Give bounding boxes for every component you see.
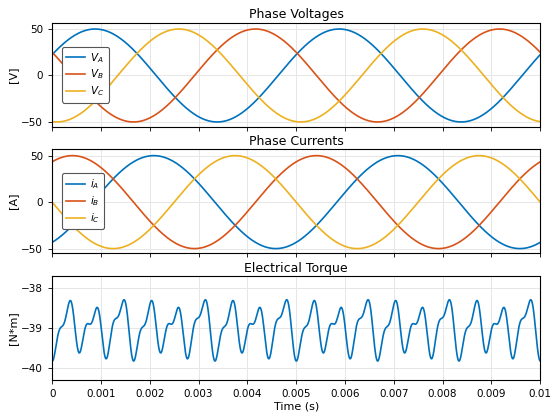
X-axis label: Time (s): Time (s): [273, 402, 319, 412]
Legend: $V_A$, $V_B$, $V_C$: $V_A$, $V_B$, $V_C$: [62, 47, 109, 102]
Title: Phase Voltages: Phase Voltages: [249, 8, 344, 21]
Y-axis label: [V]: [V]: [8, 66, 18, 83]
Legend: $i_A$, $i_B$, $i_C$: $i_A$, $i_B$, $i_C$: [62, 173, 104, 229]
Y-axis label: [A]: [A]: [8, 193, 18, 210]
Title: Electrical Torque: Electrical Torque: [244, 262, 348, 275]
Y-axis label: [N*m]: [N*m]: [8, 311, 18, 345]
Title: Phase Currents: Phase Currents: [249, 135, 343, 148]
